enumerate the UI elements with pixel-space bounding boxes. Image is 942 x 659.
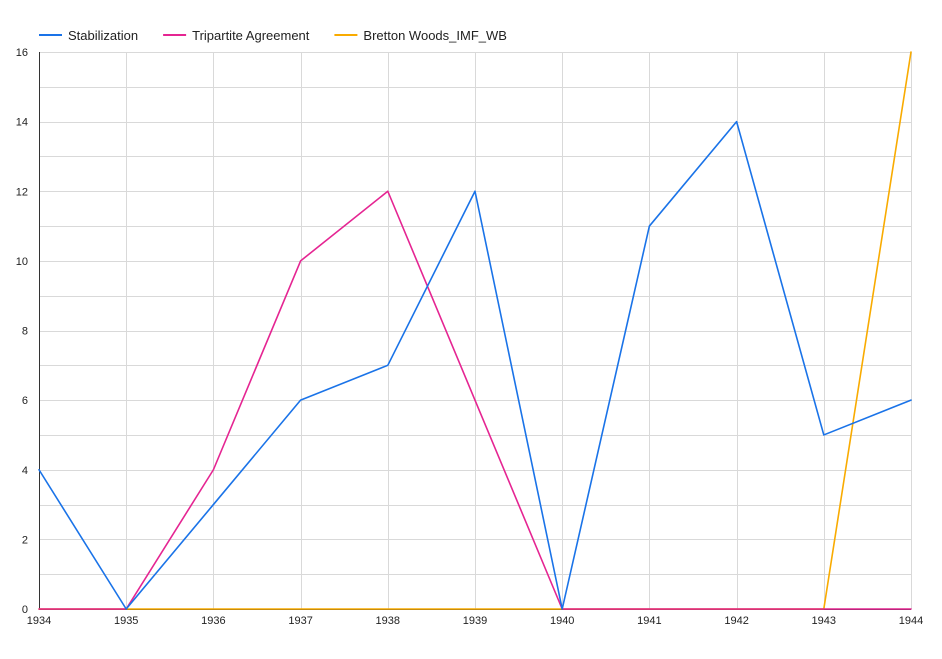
y-tick-label: 14 <box>16 117 28 129</box>
x-tick-label: 1939 <box>463 615 487 627</box>
legend-item-bretton-woods-imf-wb[interactable]: Bretton Woods_IMF_WB <box>334 28 507 43</box>
y-tick-label: 8 <box>22 326 28 338</box>
x-tick-label: 1941 <box>637 615 661 627</box>
series-lines <box>38 51 912 610</box>
series-line-tripartite-agreement <box>38 190 912 610</box>
x-tick-label: 1944 <box>899 615 923 627</box>
x-tick-label: 1943 <box>812 615 836 627</box>
legend: Stabilization Tripartite Agreement Bretton… <box>39 28 507 43</box>
y-tick-label: 2 <box>22 534 28 546</box>
y-tick-label: 4 <box>22 465 28 477</box>
y-tick-label: 12 <box>16 186 28 198</box>
grid <box>39 52 912 610</box>
y-tick-label: 16 <box>16 47 28 59</box>
x-tick-label: 1940 <box>550 615 574 627</box>
legend-label: Stabilization <box>68 28 138 43</box>
y-tick-label: 0 <box>22 604 28 616</box>
x-tick-label: 1937 <box>288 615 312 627</box>
y-tick-label: 10 <box>16 256 28 268</box>
legend-label: Bretton Woods_IMF_WB <box>363 28 507 43</box>
series-line-stabilization <box>38 120 912 610</box>
x-tick-label: 1934 <box>27 615 51 627</box>
x-tick-label: 1942 <box>724 615 748 627</box>
legend-label: Tripartite Agreement <box>192 28 310 43</box>
legend-item-tripartite-agreement[interactable]: Tripartite Agreement <box>163 28 310 43</box>
x-tick-label: 1938 <box>376 615 400 627</box>
x-tick-label: 1936 <box>201 615 225 627</box>
y-tick-label: 6 <box>22 395 28 407</box>
legend-item-stabilization[interactable]: Stabilization <box>39 28 138 43</box>
x-tick-label: 1935 <box>114 615 138 627</box>
